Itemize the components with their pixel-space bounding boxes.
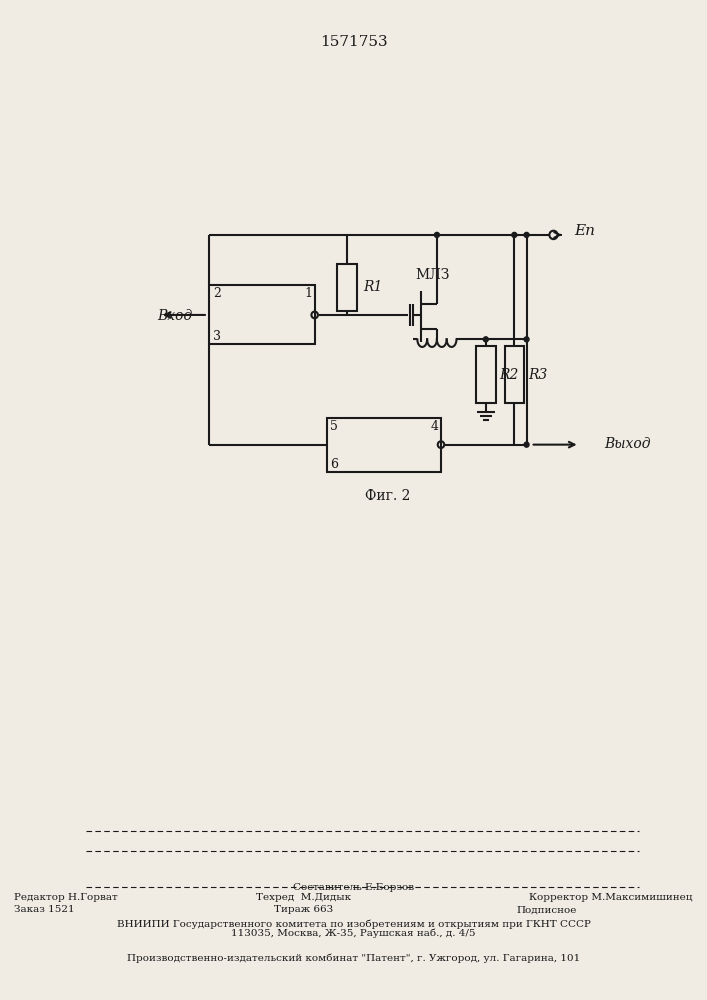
Text: 1: 1	[304, 287, 312, 300]
Text: Составитель Е.Борзов: Составитель Е.Борзов	[293, 884, 414, 892]
Bar	[476, 346, 496, 403]
Text: R1: R1	[363, 280, 382, 294]
Text: Вход: Вход	[157, 309, 192, 323]
Text: Техред  М.Дидык: Техред М.Дидык	[257, 892, 351, 902]
Text: Редактор Н.Горват: Редактор Н.Горват	[14, 892, 118, 902]
Text: 3: 3	[213, 330, 221, 343]
Text: Подписное: Подписное	[516, 906, 576, 914]
Text: R3: R3	[528, 368, 547, 382]
Circle shape	[524, 232, 529, 237]
Circle shape	[484, 337, 489, 342]
Text: 4: 4	[431, 420, 438, 433]
Bar	[337, 264, 357, 311]
Circle shape	[524, 442, 529, 447]
Bar	[505, 346, 524, 403]
Circle shape	[512, 232, 517, 237]
Text: Корректор М.Максимишинец: Корректор М.Максимишинец	[530, 892, 693, 902]
Text: ВНИИПИ Государственного комитета по изобретениям и открытиям при ГКНТ СССР: ВНИИПИ Государственного комитета по изоб…	[117, 919, 590, 929]
Text: Фиг. 2: Фиг. 2	[366, 489, 411, 503]
Circle shape	[435, 232, 439, 237]
Text: R2: R2	[500, 368, 519, 382]
Bar	[209, 285, 315, 344]
Bar	[327, 418, 441, 472]
Text: Еп: Еп	[575, 224, 595, 238]
Text: 2: 2	[213, 287, 221, 300]
Text: 6: 6	[330, 458, 338, 471]
Circle shape	[524, 337, 529, 342]
Text: МЛЗ: МЛЗ	[416, 268, 450, 282]
Text: Выход: Выход	[604, 437, 650, 451]
Text: 1571753: 1571753	[320, 35, 387, 49]
Text: 5: 5	[330, 420, 338, 433]
Text: 113035, Москва, Ж-35, Раушская наб., д. 4/5: 113035, Москва, Ж-35, Раушская наб., д. …	[231, 928, 476, 938]
Text: Заказ 1521: Заказ 1521	[14, 906, 75, 914]
Text: Производственно-издательский комбинат "Патент", г. Ужгород, ул. Гагарина, 101: Производственно-издательский комбинат "П…	[127, 953, 580, 963]
Text: Тираж 663: Тираж 663	[274, 906, 334, 914]
